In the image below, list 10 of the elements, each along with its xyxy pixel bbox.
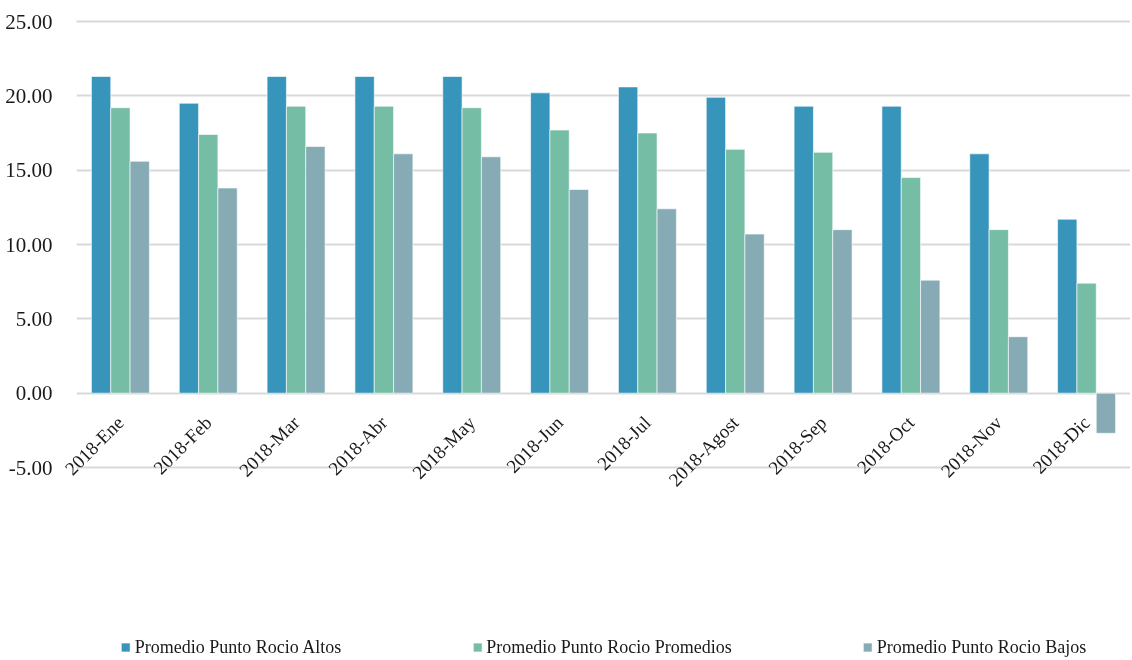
- y-tick-label: 25.00: [5, 9, 53, 34]
- y-tick-label: -5.00: [8, 455, 53, 480]
- y-tick-label: 10.00: [5, 232, 53, 257]
- y-tick-label: 0.00: [15, 381, 53, 406]
- legend-label: Promedio Punto Rocio Altos: [134, 636, 342, 658]
- legend-label: Promedio Punto Rocio Promedios: [486, 636, 732, 658]
- y-tick-label: 15.00: [5, 158, 53, 183]
- y-tick-label: 20.00: [5, 83, 53, 108]
- y-tick-label: 5.00: [15, 306, 53, 331]
- legend-label: Promedio Punto Rocio Bajos: [876, 636, 1087, 658]
